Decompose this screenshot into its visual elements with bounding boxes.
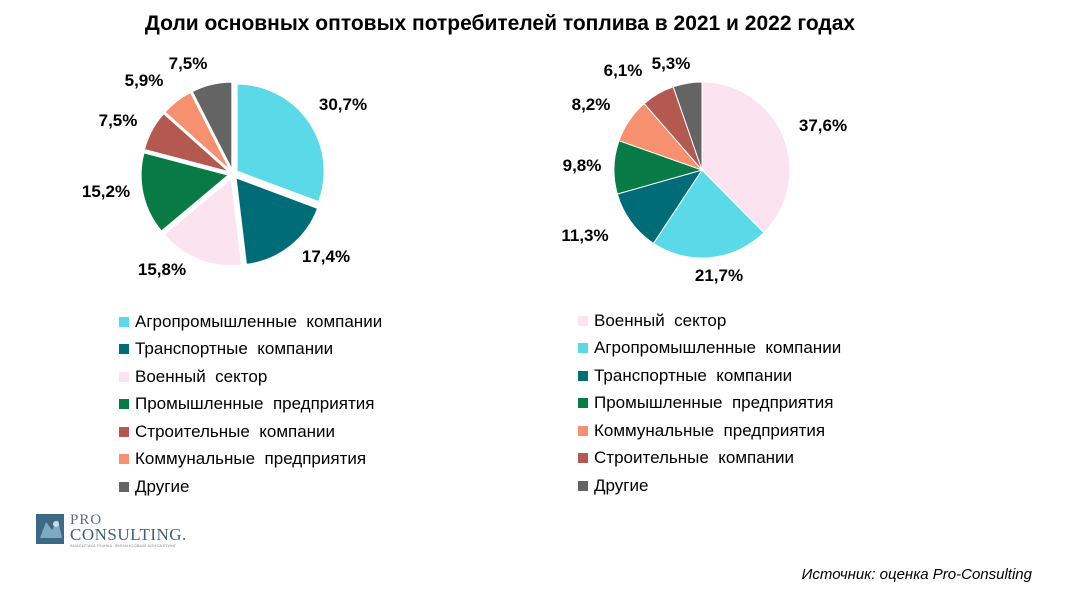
legend-label: Военный сектор: [135, 366, 268, 386]
legend-item: Строительные компании: [578, 445, 841, 473]
legend-label: Коммунальные предприятия: [594, 420, 826, 440]
legend-item: Транспортные компании: [119, 336, 382, 364]
legend-item: Коммунальные предприятия: [119, 446, 382, 474]
legend-label: Агропромышленные компании: [594, 338, 842, 358]
legend-swatch: [578, 370, 588, 381]
legend-swatch: [119, 344, 129, 355]
pie-slice: [163, 177, 243, 267]
legend-label: Транспортные компании: [594, 365, 793, 385]
slice-data-label: 8,2%: [572, 95, 611, 114]
legend-swatch: [578, 425, 588, 436]
slice-data-label: 15,2%: [82, 182, 130, 201]
slice-data-label: 21,7%: [695, 266, 743, 285]
legend-item: Промышленные предприятия: [578, 390, 841, 418]
legend-item: Другие: [119, 473, 382, 501]
source-note: Источник: оценка Pro-Consulting: [801, 566, 1032, 583]
pie-slice: [672, 81, 703, 171]
logo-tagline: АНАЛИТИКА РЫНКА. ФИНАНСОВЫЙ КОНСАЛТИНГ: [70, 543, 177, 548]
slice-data-label: 30,7%: [319, 95, 367, 114]
legend-swatch: [119, 454, 129, 465]
pie-slice: [652, 169, 765, 259]
legend-label: Промышленные предприятия: [594, 393, 834, 413]
legend-swatch: [578, 315, 588, 326]
legend-label: Коммунальные предприятия: [135, 449, 367, 469]
slice-data-label: 5,9%: [125, 71, 164, 90]
legend-label: Военный сектор: [594, 310, 727, 330]
pie-slice: [143, 112, 229, 173]
legend-label: Транспортные компании: [135, 339, 334, 359]
pro-consulting-logo: PRO CONSULTING. АНАЛИТИКА РЫНКА. ФИНАНСО…: [36, 512, 196, 552]
legend-item: Транспортные компании: [578, 362, 841, 390]
logo-text-pro: PRO: [70, 512, 103, 528]
slice-data-label: 5,3%: [652, 54, 691, 73]
slice-data-label: 37,6%: [799, 116, 847, 135]
legend-label: Промышленные предприятия: [135, 394, 375, 414]
legend-swatch: [578, 480, 588, 491]
pie-slice: [701, 81, 791, 234]
pie-slice: [164, 91, 231, 171]
legend-item: Военный сектор: [119, 363, 382, 391]
legend-label: Агропромышленные компании: [135, 311, 383, 331]
legend-swatch: [578, 398, 588, 409]
legend-item: Агропромышленные компании: [578, 335, 841, 363]
pie-slice: [235, 177, 319, 265]
legend-swatch: [119, 371, 129, 382]
slice-data-label: 6,1%: [604, 61, 643, 80]
legend-swatch: [119, 426, 129, 437]
logo-emblem-icon: [36, 514, 64, 544]
legend-label: Строительные компании: [135, 421, 336, 441]
slice-data-label: 7,5%: [169, 54, 208, 73]
slice-data-label: 15,8%: [138, 260, 186, 279]
legend-swatch: [578, 453, 588, 464]
pie-slice: [191, 81, 233, 170]
legend-item: Военный сектор: [578, 307, 841, 335]
legend-item: Другие: [578, 472, 841, 500]
pie-slice: [140, 152, 230, 232]
legend-2022: Военный сектор Агропромышленные компании Т…: [578, 307, 841, 500]
slice-data-label: 11,3%: [561, 226, 608, 245]
slice-data-label: 7,5%: [99, 111, 138, 130]
slice-data-label: 9,8%: [563, 156, 602, 175]
legend-swatch: [119, 399, 129, 410]
logo-text-consulting: CONSULTING.: [70, 525, 187, 544]
legend-item: Коммунальные предприятия: [578, 417, 841, 445]
legend-label: Строительные компании: [594, 448, 795, 468]
legend-item: Промышленные предприятия: [119, 391, 382, 419]
legend-2021: Агропромышленные компании Транспортные ко…: [119, 308, 382, 501]
legend-swatch: [578, 343, 588, 354]
legend-item: Агропромышленные компании: [119, 308, 382, 336]
page-title: Доли основных оптовых потребителей топли…: [144, 12, 856, 35]
legend-swatch: [119, 481, 129, 492]
legend-label: Другие: [594, 475, 649, 495]
legend-item: Строительные компании: [119, 418, 382, 446]
legend-swatch: [119, 316, 129, 327]
slice-data-label: 17,4%: [302, 247, 350, 266]
legend-label: Другие: [135, 476, 190, 496]
pie-slice: [236, 83, 325, 203]
